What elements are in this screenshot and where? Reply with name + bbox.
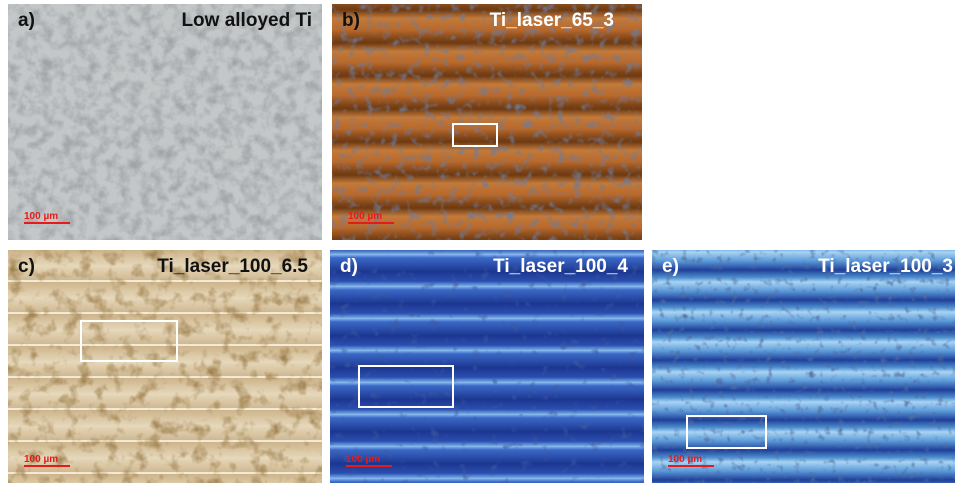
panel-letter-b: b) bbox=[342, 10, 360, 31]
panel-letter-a: a) bbox=[18, 10, 35, 31]
scale-bar-d: 100 µm bbox=[346, 454, 392, 467]
micrograph-panel-a: a) Low alloyed Ti 100 µm bbox=[8, 4, 322, 240]
panel-title-b: Ti_laser_65_3 bbox=[489, 10, 614, 31]
micrograph-panel-d: d) Ti_laser_100_4 100 µm bbox=[330, 250, 644, 483]
scale-label-e: 100 µm bbox=[668, 454, 703, 465]
micrograph-image-b bbox=[332, 4, 642, 240]
micrograph-image-a bbox=[8, 4, 322, 240]
scale-label-d: 100 µm bbox=[346, 454, 381, 465]
scale-label-c: 100 µm bbox=[24, 454, 59, 465]
region-of-interest-box-b bbox=[452, 123, 498, 147]
micrograph-image-c bbox=[8, 250, 322, 483]
panel-letter-e: e) bbox=[662, 256, 679, 277]
region-of-interest-box-d bbox=[358, 365, 454, 408]
micrograph-image-e bbox=[652, 250, 955, 483]
panel-title-c: Ti_laser_100_6.5 bbox=[157, 256, 308, 277]
scale-bar-a: 100 µm bbox=[24, 211, 70, 224]
panel-title-d: Ti_laser_100_4 bbox=[493, 256, 628, 277]
scale-label-a: 100 µm bbox=[24, 211, 59, 222]
scale-bar-c: 100 µm bbox=[24, 454, 70, 467]
panel-letter-c: c) bbox=[18, 256, 35, 277]
micrograph-panel-e: e) Ti_laser_100_3 100 µm bbox=[652, 250, 955, 483]
scale-label-b: 100 µm bbox=[348, 211, 383, 222]
region-of-interest-box-c bbox=[80, 320, 178, 362]
micrograph-panel-b: b) Ti_laser_65_3 100 µm bbox=[332, 4, 642, 240]
panel-letter-d: d) bbox=[340, 256, 358, 277]
panel-title-e: Ti_laser_100_3 bbox=[818, 256, 953, 277]
scale-bar-e: 100 µm bbox=[668, 454, 714, 467]
scale-bar-b: 100 µm bbox=[348, 211, 394, 224]
panel-title-a: Low alloyed Ti bbox=[181, 10, 312, 31]
region-of-interest-box-e bbox=[686, 415, 767, 449]
micrograph-panel-c: c) Ti_laser_100_6.5 100 µm bbox=[8, 250, 322, 483]
